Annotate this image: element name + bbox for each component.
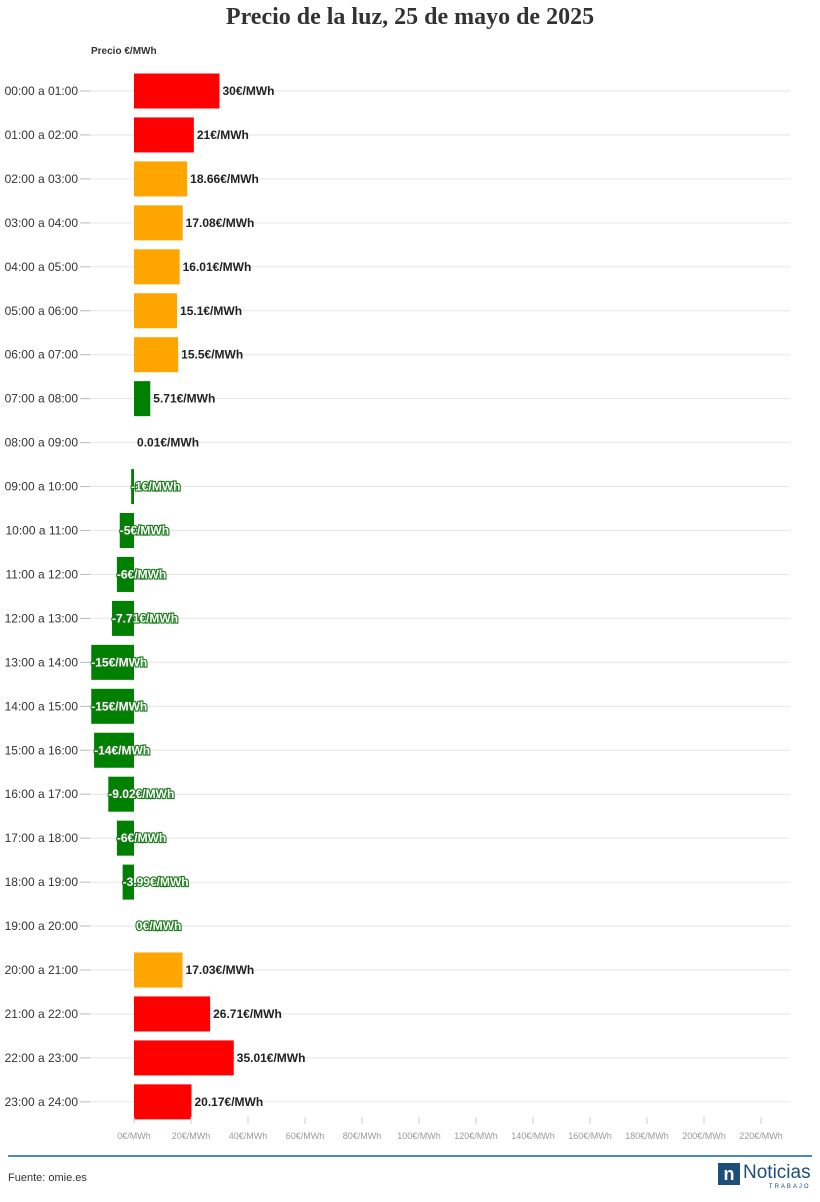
chart-title: Precio de la luz, 25 de mayo de 2025	[225, 4, 595, 30]
value-label: -5€/MWh	[120, 524, 169, 538]
bar-chart: 00:00 a 01:00 01:00 a 02:00 02:00 a 03:00 0…	[5, 73, 790, 1141]
category-label: 04:00 a 05:00	[5, 260, 79, 274]
brand-logo-icon: n	[718, 1163, 740, 1185]
x-tick-label: 80€/MWh	[343, 1131, 382, 1141]
bar	[116, 820, 134, 856]
value-label: -7.71€/MWh	[112, 611, 178, 625]
value-label: 17.03€/MWh	[186, 963, 255, 977]
value-label: 0.01€/MWh	[137, 436, 199, 450]
category-label: 21:00 a 22:00	[5, 1007, 79, 1021]
bar	[134, 249, 180, 285]
bar	[134, 161, 188, 197]
x-tick-label: 220€/MWh	[739, 1131, 783, 1141]
category-label: 14:00 a 15:00	[5, 699, 79, 713]
value-label: -6€/MWh	[117, 831, 166, 845]
x-tick-label: 200€/MWh	[682, 1131, 726, 1141]
bar	[134, 73, 220, 109]
category-label: 01:00 a 02:00	[5, 128, 79, 142]
value-label: 16.01€/MWh	[183, 260, 252, 274]
value-label: 15.5€/MWh	[181, 348, 243, 362]
value-label: 35.01€/MWh	[237, 1051, 306, 1065]
category-label: 22:00 a 23:00	[5, 1051, 79, 1065]
bar	[112, 600, 134, 636]
source-note: Fuente: omie.es	[8, 1172, 87, 1184]
brand-logo[interactable]: n Noticias TRABAJO	[718, 1163, 811, 1191]
category-label: 08:00 a 09:00	[5, 436, 79, 450]
category-label: 05:00 a 06:00	[5, 304, 79, 318]
bar	[94, 732, 134, 768]
category-label: 02:00 a 03:00	[5, 172, 79, 186]
brand-name: Noticias	[743, 1162, 811, 1183]
category-label: 11:00 a 12:00	[5, 567, 78, 581]
category-label: 15:00 a 16:00	[5, 743, 79, 757]
bar	[134, 996, 211, 1032]
bar	[119, 513, 134, 548]
value-label: -1€/MWh	[131, 480, 180, 494]
x-tick-label: 100€/MWh	[397, 1131, 441, 1141]
category-label: 17:00 a 18:00	[5, 831, 79, 845]
bar	[134, 337, 179, 373]
bar	[134, 1084, 192, 1120]
value-label: 18.66€/MWh	[190, 172, 259, 186]
value-label: -15€/MWh	[91, 655, 147, 669]
value-label: 20.17€/MWh	[194, 1095, 263, 1109]
footer-divider	[8, 1155, 812, 1157]
x-tick-label: 120€/MWh	[454, 1131, 498, 1141]
category-label: 13:00 a 14:00	[5, 655, 79, 669]
x-tick-label: 60€/MWh	[286, 1131, 325, 1141]
category-label: 09:00 a 10:00	[5, 480, 79, 494]
x-tick-label: 20€/MWh	[172, 1131, 211, 1141]
value-label: -14€/MWh	[94, 743, 150, 757]
category-label: 18:00 a 19:00	[5, 875, 79, 889]
x-tick-label: 140€/MWh	[511, 1131, 555, 1141]
bar	[122, 864, 134, 900]
bar	[91, 688, 134, 724]
bar	[134, 1040, 234, 1076]
bar	[131, 469, 134, 505]
category-label: 20:00 a 21:00	[5, 963, 79, 977]
value-label: 21€/MWh	[197, 128, 249, 142]
value-label: -9.02€/MWh	[108, 787, 174, 801]
x-tick-label: 180€/MWh	[625, 1131, 669, 1141]
category-label: 12:00 a 13:00	[5, 611, 79, 625]
category-label: 16:00 a 17:00	[5, 787, 79, 801]
bar	[134, 952, 183, 988]
x-tick-label: 40€/MWh	[229, 1131, 268, 1141]
bar	[134, 117, 194, 153]
x-tick-label: 0€/MWh	[117, 1131, 151, 1141]
bar	[91, 644, 134, 680]
bar	[134, 381, 151, 417]
category-label: 06:00 a 07:00	[5, 348, 79, 362]
bar	[134, 205, 183, 241]
bar	[116, 556, 134, 592]
value-label: 26.71€/MWh	[213, 1007, 282, 1021]
bar	[108, 776, 134, 812]
value-label: -6€/MWh	[117, 567, 166, 581]
bar	[134, 293, 178, 329]
category-label: 00:00 a 01:00	[5, 84, 79, 98]
value-label: 30€/MWh	[223, 84, 275, 98]
category-label: 03:00 a 04:00	[5, 216, 79, 230]
value-label: 5.71€/MWh	[153, 392, 215, 406]
value-label: -15€/MWh	[91, 699, 147, 713]
y-axis-title: Precio €/MWh	[91, 46, 157, 57]
value-label: 15.1€/MWh	[180, 304, 242, 318]
category-label: 07:00 a 08:00	[5, 392, 79, 406]
category-label: 23:00 a 24:00	[5, 1095, 79, 1109]
brand-sub: TRABAJO	[768, 1184, 811, 1190]
value-label: 17.08€/MWh	[186, 216, 255, 230]
category-label: 10:00 a 11:00	[5, 524, 78, 538]
value-label: -3.99€/MWh	[123, 875, 189, 889]
value-label: 0€/MWh	[136, 919, 181, 933]
category-label: 19:00 a 20:00	[5, 919, 79, 933]
x-tick-label: 160€/MWh	[568, 1131, 612, 1141]
